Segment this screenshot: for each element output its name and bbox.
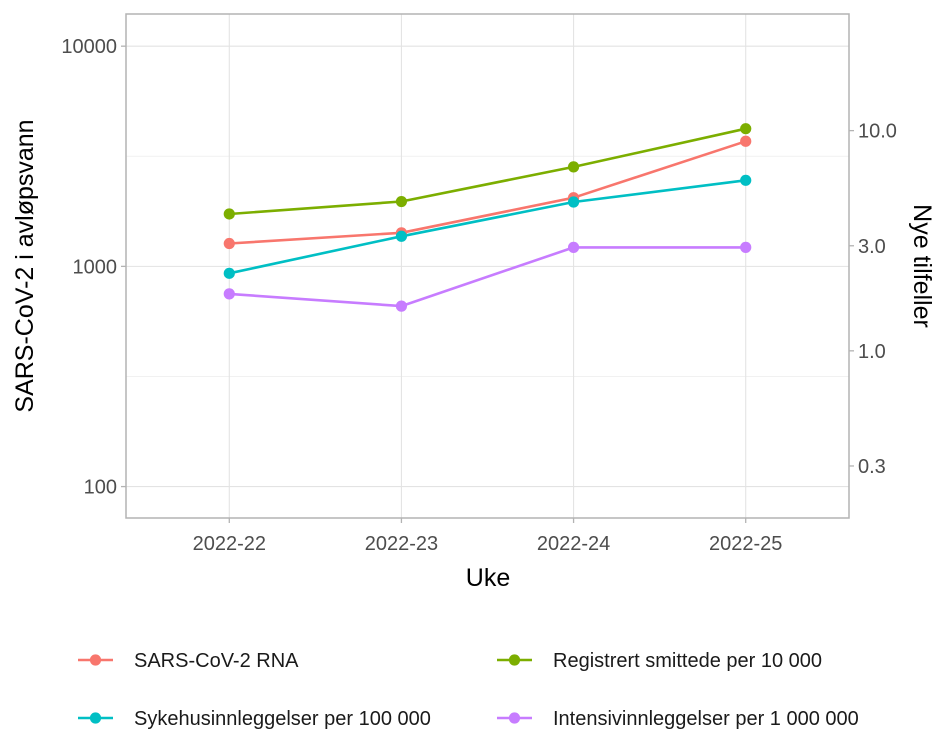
y-right-tick-label: 10.0 bbox=[858, 121, 897, 143]
series-line-sykehusinnleggelser-per-100-000 bbox=[229, 179, 746, 275]
data-point-sars-cov-2-rna bbox=[223, 237, 235, 250]
data-point-intensivinnleggelser-per-1-000-000 bbox=[223, 288, 235, 300]
legend-label: SARS-CoV-2 RNA bbox=[134, 650, 299, 672]
y-axis-title-left: SARS-CoV-2 i avløpsvann bbox=[11, 119, 39, 412]
x-tick-label: 2022-24 bbox=[537, 533, 610, 555]
legend-label: Intensivinnleggelser per 1 000 000 bbox=[553, 708, 859, 730]
y-tick-label: 10000 bbox=[61, 36, 117, 58]
data-point-registrert-smittede-per-10-000 bbox=[567, 161, 580, 173]
legend-item-registrert-smittede-per-10-000: Registrert smittede per 10 000 bbox=[497, 650, 822, 672]
series-line-intensivinnleggelser-per-1-000-000 bbox=[229, 246, 746, 308]
legend-label: Registrert smittede per 10 000 bbox=[553, 650, 822, 672]
data-point-intensivinnleggelser-per-1-000-000 bbox=[740, 241, 752, 253]
series-line-registrert-smittede-per-10-000 bbox=[229, 127, 746, 216]
y-tick-label: 1000 bbox=[73, 256, 118, 278]
legend-item-sykehusinnleggelser-per-100-000: Sykehusinnleggelser per 100 000 bbox=[78, 708, 431, 730]
x-tick-label: 2022-22 bbox=[193, 533, 266, 555]
data-point-registrert-smittede-per-10-000 bbox=[740, 123, 752, 135]
x-axis-title: Uke bbox=[466, 564, 510, 592]
legend: SARS-CoV-2 RNA Registrert smittede per 10… bbox=[78, 650, 859, 730]
legend-label: Sykehusinnleggelser per 100 000 bbox=[134, 708, 431, 730]
series-lines bbox=[229, 127, 747, 308]
series-line-sars-cov-2-rna bbox=[229, 140, 747, 245]
legend-key-point bbox=[89, 654, 102, 666]
data-point-intensivinnleggelser-per-1-000-000 bbox=[395, 300, 408, 312]
data-point-sykehusinnleggelser-per-100-000 bbox=[567, 196, 580, 208]
legend-key-point bbox=[508, 654, 521, 666]
series-points bbox=[223, 123, 752, 312]
y-axis-title-right: Nye tilfeller bbox=[908, 204, 936, 328]
data-point-sykehusinnleggelser-per-100-000 bbox=[740, 174, 752, 186]
data-point-sykehusinnleggelser-per-100-000 bbox=[223, 267, 235, 279]
axes: 100 1000 10000 2022-22 2022-23 2022-24 2022-25… bbox=[61, 36, 897, 555]
y-right-tick-label: 3.0 bbox=[858, 236, 886, 258]
grid bbox=[126, 14, 849, 518]
data-point-sykehusinnleggelser-per-100-000 bbox=[395, 230, 408, 242]
data-point-intensivinnleggelser-per-1-000-000 bbox=[567, 241, 580, 253]
legend-item-intensivinnleggelser-per-1-000-000: Intensivinnleggelser per 1 000 000 bbox=[497, 708, 859, 730]
y-right-tick-label: 1.0 bbox=[858, 341, 886, 363]
y-right-tick-label: 0.3 bbox=[858, 456, 886, 478]
legend-key-point bbox=[89, 712, 102, 724]
legend-key-point bbox=[508, 712, 521, 724]
x-tick-label: 2022-25 bbox=[709, 533, 782, 555]
y-tick-label: 100 bbox=[84, 477, 117, 499]
x-tick-label: 2022-23 bbox=[365, 533, 438, 555]
data-point-sars-cov-2-rna bbox=[740, 135, 752, 147]
data-point-registrert-smittede-per-10-000 bbox=[395, 195, 408, 208]
legend-item-sars-cov-2-rna: SARS-CoV-2 RNA bbox=[78, 650, 299, 672]
data-point-registrert-smittede-per-10-000 bbox=[223, 208, 235, 220]
